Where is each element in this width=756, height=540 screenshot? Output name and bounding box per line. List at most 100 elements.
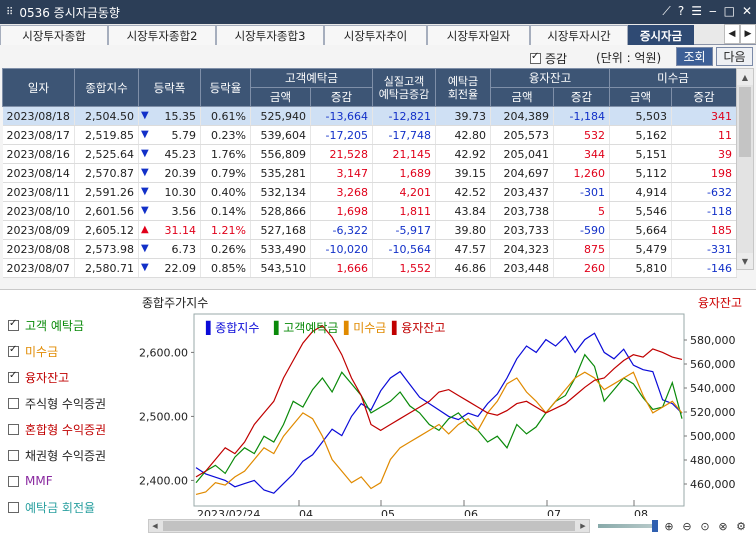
cell-value: 2,591.26 <box>85 185 134 199</box>
table-row[interactable]: 2023/08/09 2,605.12 ▲ 31.14 1.21% 527,168 -6,3… <box>2 220 738 240</box>
table-row[interactable]: 2023/08/14 2,570.87 ▼ 20.39 0.79% 535,281 3,14… <box>2 163 738 183</box>
cell-change: ▼ 6.73 <box>138 239 201 259</box>
cell-loan-chg: -590 <box>553 220 611 240</box>
scroll-up-icon[interactable]: ▲ <box>737 69 753 85</box>
table-row[interactable]: 2023/08/18 2,504.50 ▼ 15.35 0.61% 525,940 -13,… <box>2 106 738 126</box>
col-recv-amt[interactable]: 금액 <box>609 87 673 107</box>
zoom-knob[interactable] <box>652 520 658 532</box>
cell-dep-amt: 535,281 <box>250 163 311 183</box>
col-dep-amt[interactable]: 금액 <box>250 87 311 107</box>
cell-recv-amt: 5,112 <box>609 163 673 183</box>
series-toggle[interactable]: 주식형 수익증권 <box>8 390 128 416</box>
zoom-reset-icon[interactable]: ⊙ <box>700 519 710 533</box>
series-toggle[interactable]: MMF <box>8 468 128 494</box>
cell-value: 5,810 <box>635 261 668 275</box>
cell-turnover: 39.80 <box>435 220 491 240</box>
pin-icon[interactable]: ⟋ <box>662 4 671 18</box>
cell-value: 1.21% <box>211 223 246 237</box>
series-checkbox[interactable] <box>8 397 19 409</box>
zoom-out-icon[interactable]: ⊖ <box>682 519 692 533</box>
table-row[interactable]: 2023/08/11 2,591.26 ▼ 10.30 0.40% 532,134 3,26… <box>2 182 738 202</box>
cell-value: 31.14 <box>164 223 197 237</box>
series-checkbox[interactable] <box>8 475 19 487</box>
tab-market-trend[interactable]: 시장투자추이 <box>324 25 427 45</box>
cell-date: 2023/08/09 <box>2 220 75 240</box>
col-recv-chg[interactable]: 증감 <box>671 87 738 107</box>
cell-rate: 0.79% <box>200 163 251 183</box>
table-scrollbar[interactable]: ▲ ▼ <box>736 68 754 270</box>
cell-index: 2,504.50 <box>74 106 139 126</box>
close-icon[interactable]: ✕ <box>741 4 752 18</box>
col-loan-chg[interactable]: 증감 <box>552 87 611 107</box>
cell-value: 21,145 <box>392 147 432 161</box>
tab-market-summary2[interactable]: 시장투자종합2 <box>108 25 216 45</box>
cell-turnover: 46.86 <box>435 258 491 278</box>
col-change[interactable]: 등락폭 <box>138 68 201 107</box>
series-checkbox[interactable] <box>8 344 19 357</box>
series-checkbox[interactable] <box>8 423 19 435</box>
series-line-1 <box>195 332 683 494</box>
series-toggle[interactable]: 채권형 수익증권 <box>8 442 128 468</box>
minimize-icon[interactable]: ‒ <box>708 4 717 18</box>
scroll-down-icon[interactable]: ▼ <box>737 253 753 269</box>
table-row[interactable]: 2023/08/10 2,601.56 ▼ 3.56 0.14% 528,866 1,698… <box>2 201 738 221</box>
cell-index: 2,605.12 <box>74 220 139 240</box>
group-turnover: 예탁금 회전율 <box>435 68 491 107</box>
menu-icon[interactable]: ☰ <box>691 4 702 18</box>
y-right-tick-label: 580,000 <box>690 334 736 347</box>
zoom-slider[interactable] <box>598 520 658 532</box>
table-row[interactable]: 2023/08/07 2,580.71 ▼ 22.09 0.85% 543,510 1,66… <box>2 258 738 278</box>
scroll-right-icon[interactable]: ▶ <box>580 522 586 530</box>
cell-value: 0.85% <box>211 261 246 275</box>
next-button[interactable]: 다음 <box>716 47 753 66</box>
tab-market-daily[interactable]: 시장투자일자 <box>427 25 530 45</box>
series-toggle[interactable]: 고객 예탁금 <box>8 312 128 338</box>
col-dep-chg[interactable]: 증감 <box>310 87 373 107</box>
settings-icon[interactable]: ⚙ <box>736 519 746 533</box>
series-checkbox[interactable] <box>8 501 19 513</box>
col-rate[interactable]: 등락율 <box>200 68 251 107</box>
search-button[interactable]: 조회 <box>676 47 713 66</box>
series-label: 채권형 수익증권 <box>25 448 107 463</box>
table-row[interactable]: 2023/08/16 2,525.64 ▼ 45.23 1.76% 556,809 21,5… <box>2 144 738 164</box>
cell-value: 2,605.12 <box>85 223 134 237</box>
maximize-icon[interactable]: □ <box>723 4 735 18</box>
table-row[interactable]: 2023/08/17 2,519.85 ▼ 5.79 0.23% 539,604 -17,2… <box>2 125 738 145</box>
help-icon[interactable]: ? <box>677 4 685 18</box>
increase-checkbox[interactable] <box>530 51 541 64</box>
table-row[interactable]: 2023/08/08 2,573.98 ▼ 6.73 0.26% 533,490 -10,0… <box>2 239 738 259</box>
tab-next-icon[interactable]: ▶ <box>740 24 756 44</box>
tab-market-time[interactable]: 시장투자시간 <box>530 25 628 45</box>
title-bar: ⠿ 0536 증시자금동향 ⟋ ? ☰ ‒ □ ✕ <box>0 0 756 24</box>
cell-date: 2023/08/07 <box>2 258 75 278</box>
zoom-fit-icon[interactable]: ⊗ <box>718 519 728 533</box>
series-toggle[interactable]: 혼합형 수익증권 <box>8 416 128 442</box>
cell-change: ▼ 15.35 <box>138 106 201 126</box>
chart-scroll-thumb[interactable] <box>163 521 575 531</box>
series-checkbox[interactable] <box>8 449 19 461</box>
cell-value: 5 <box>598 204 606 218</box>
tab-stock-funds[interactable]: 증시자금 <box>628 25 694 45</box>
col-loan-amt[interactable]: 금액 <box>490 87 554 107</box>
y-right-tick-label: 540,000 <box>690 382 736 395</box>
cell-dep-amt: 533,490 <box>250 239 311 259</box>
zoom-in-icon[interactable]: ⊕ <box>664 519 674 533</box>
series-toggle[interactable]: 융자잔고 <box>8 364 128 390</box>
series-toggle[interactable]: 예탁금 회전율 <box>8 494 128 520</box>
series-checkbox[interactable] <box>8 318 19 331</box>
tab-prev-icon[interactable]: ◀ <box>724 24 740 44</box>
scroll-left-icon[interactable]: ◀ <box>152 522 158 530</box>
scroll-thumb[interactable] <box>739 87 751 157</box>
col-date[interactable]: 일자 <box>2 68 75 107</box>
col-index[interactable]: 종합지수 <box>74 68 139 107</box>
tab-market-summary[interactable]: 시장투자종합 <box>0 25 108 45</box>
cell-value: 2,601.56 <box>85 204 134 218</box>
cell-loan-chg: -301 <box>553 182 611 202</box>
series-toggle[interactable]: 미수금 <box>8 338 128 364</box>
cell-value: 0.79% <box>211 166 246 180</box>
tab-market-summary3[interactable]: 시장투자종합3 <box>216 25 324 45</box>
series-checkbox[interactable] <box>8 370 19 383</box>
chart-svg[interactable]: 2,600.00 2,500.00 2,400.00 580,000 560,000 54… <box>134 306 754 516</box>
chart-legend-entry: ▌미수금 <box>343 320 386 335</box>
chart-scrollbar[interactable]: ◀ ▶ <box>148 519 590 533</box>
